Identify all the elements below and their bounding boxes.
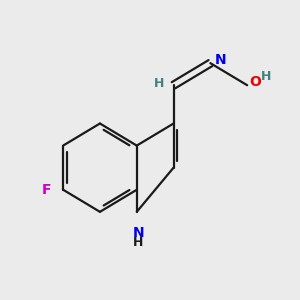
Text: F: F xyxy=(42,183,51,197)
Text: O: O xyxy=(250,75,261,89)
Text: N: N xyxy=(132,226,144,240)
Text: H: H xyxy=(133,236,143,249)
Text: H: H xyxy=(154,77,165,90)
Text: N: N xyxy=(215,53,226,67)
Text: H: H xyxy=(261,70,272,83)
